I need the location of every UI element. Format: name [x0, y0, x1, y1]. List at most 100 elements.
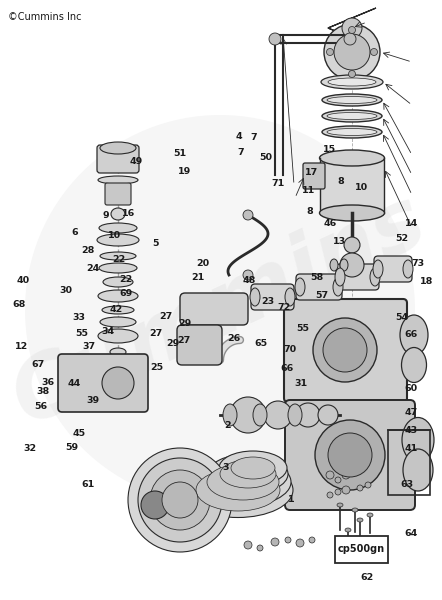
Circle shape [230, 397, 266, 433]
Circle shape [296, 403, 320, 427]
Circle shape [25, 115, 415, 505]
Text: 72: 72 [278, 302, 291, 312]
Ellipse shape [250, 288, 260, 306]
Text: 8: 8 [306, 206, 313, 215]
Text: 39: 39 [86, 396, 99, 406]
Circle shape [271, 538, 279, 546]
Ellipse shape [357, 518, 363, 522]
Circle shape [370, 49, 377, 55]
Text: 73: 73 [411, 259, 424, 269]
Ellipse shape [367, 513, 373, 517]
Text: 33: 33 [72, 313, 85, 323]
Circle shape [351, 467, 357, 473]
Text: 8: 8 [338, 176, 345, 185]
Circle shape [342, 486, 350, 494]
Ellipse shape [231, 457, 275, 479]
Text: 61: 61 [82, 480, 95, 490]
Text: 14: 14 [405, 218, 419, 227]
Ellipse shape [98, 290, 138, 302]
Text: 5: 5 [152, 239, 159, 248]
Text: 55: 55 [296, 324, 309, 334]
Circle shape [309, 537, 315, 543]
Ellipse shape [219, 451, 287, 485]
Text: 36: 36 [41, 379, 54, 388]
Text: 12: 12 [15, 342, 28, 351]
Circle shape [348, 26, 355, 34]
Text: 41: 41 [404, 444, 418, 454]
Ellipse shape [295, 278, 305, 296]
Circle shape [327, 49, 334, 55]
Ellipse shape [400, 315, 428, 355]
Text: 48: 48 [243, 276, 256, 286]
Ellipse shape [102, 306, 134, 314]
Text: 17: 17 [305, 168, 318, 177]
Circle shape [269, 33, 281, 45]
Text: 21: 21 [191, 272, 205, 281]
Ellipse shape [403, 260, 413, 278]
Ellipse shape [100, 252, 136, 260]
Circle shape [141, 491, 169, 519]
Ellipse shape [322, 110, 382, 122]
Text: 63: 63 [400, 480, 413, 490]
Text: 25: 25 [150, 362, 164, 371]
Ellipse shape [322, 94, 382, 106]
Circle shape [162, 482, 198, 518]
Ellipse shape [327, 97, 377, 103]
Text: 34: 34 [102, 326, 115, 336]
Ellipse shape [327, 113, 377, 119]
FancyBboxPatch shape [303, 163, 325, 189]
Circle shape [327, 492, 333, 498]
Text: 32: 32 [23, 444, 37, 454]
Text: 7: 7 [238, 148, 244, 157]
Text: 10: 10 [107, 231, 121, 240]
Ellipse shape [183, 463, 293, 517]
Text: 52: 52 [395, 234, 408, 244]
Text: cp500gn: cp500gn [338, 544, 385, 554]
Text: 59: 59 [65, 443, 78, 451]
Circle shape [348, 70, 355, 77]
Circle shape [138, 458, 222, 542]
Text: 27: 27 [177, 336, 190, 345]
Text: 56: 56 [34, 402, 47, 412]
Text: 4: 4 [236, 132, 242, 141]
Circle shape [335, 489, 341, 495]
Text: 24: 24 [86, 264, 99, 274]
Text: 64: 64 [404, 529, 418, 539]
Ellipse shape [320, 205, 385, 221]
Polygon shape [328, 8, 376, 48]
Text: 15: 15 [323, 145, 336, 154]
Text: 49: 49 [130, 157, 143, 166]
Text: 50: 50 [259, 153, 273, 162]
Text: 66: 66 [404, 330, 418, 340]
Text: 19: 19 [178, 166, 191, 175]
Ellipse shape [195, 458, 291, 506]
Text: 62: 62 [360, 572, 373, 581]
Text: 40: 40 [16, 276, 30, 286]
Text: 68: 68 [12, 300, 25, 310]
FancyBboxPatch shape [284, 299, 407, 402]
Text: 58: 58 [311, 272, 324, 281]
Ellipse shape [196, 469, 280, 511]
Text: 23: 23 [262, 296, 275, 305]
Text: 27: 27 [149, 329, 162, 337]
Text: 18: 18 [420, 277, 433, 286]
FancyBboxPatch shape [177, 325, 222, 365]
Circle shape [344, 237, 360, 253]
Bar [335, 536, 388, 563]
Ellipse shape [103, 277, 133, 287]
Text: 28: 28 [81, 246, 94, 255]
Text: 1: 1 [289, 494, 295, 503]
Ellipse shape [370, 268, 380, 286]
FancyBboxPatch shape [251, 284, 294, 310]
FancyBboxPatch shape [105, 183, 131, 205]
Circle shape [328, 433, 372, 477]
Circle shape [264, 401, 292, 429]
Ellipse shape [253, 404, 267, 426]
Ellipse shape [220, 460, 276, 488]
Circle shape [342, 18, 362, 38]
Text: 3: 3 [222, 463, 229, 473]
Ellipse shape [98, 329, 138, 343]
Text: 57: 57 [315, 290, 328, 299]
Text: 69: 69 [119, 289, 133, 298]
Ellipse shape [99, 223, 137, 233]
